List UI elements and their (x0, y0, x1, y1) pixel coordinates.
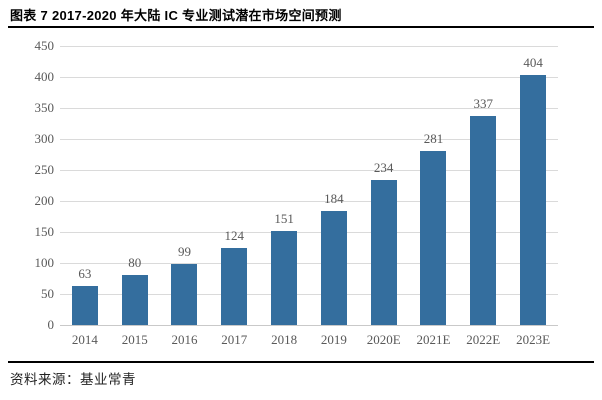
x-axis-tick-label: 2019 (320, 332, 347, 347)
bar (271, 231, 298, 325)
gridline (60, 231, 558, 233)
gridline (60, 76, 558, 78)
y-axis-tick-label: 150 (34, 224, 55, 239)
footer-divider (8, 361, 594, 363)
bar (221, 248, 248, 325)
bar-column: 234 (359, 46, 409, 325)
bar-value-label: 63 (78, 265, 92, 281)
bar-value-label: 124 (224, 228, 245, 244)
bar (470, 116, 497, 325)
gridline (60, 200, 558, 202)
gridline (60, 107, 558, 109)
bar-column: 404 (508, 46, 558, 325)
gridline (60, 169, 558, 171)
x-axis-tick-label: 2018 (271, 332, 298, 347)
bar-value-label: 404 (523, 54, 543, 70)
chart-plot-area: 63 80 99 124 151 184 234 281 337 404 (60, 45, 558, 326)
gridline (60, 138, 558, 140)
gridline (60, 293, 558, 295)
y-axis-tick-label: 0 (47, 317, 55, 332)
title-underline (8, 26, 594, 28)
bar-chart: 63 80 99 124 151 184 234 281 337 404 2014 2015 2016… (0, 30, 602, 352)
bar-column: 337 (458, 46, 508, 325)
bar-column: 124 (209, 46, 259, 325)
y-axis-tick-label: 300 (34, 131, 55, 146)
bar (71, 285, 98, 325)
y-axis-tick-label: 350 (34, 100, 55, 115)
x-axis-tick-label: 2014 (71, 332, 98, 347)
x-axis-tick-label: 2017 (221, 332, 248, 347)
bar-column: 281 (409, 46, 459, 325)
bar-column: 184 (309, 46, 359, 325)
x-axis-tick-label: 2015 (121, 332, 148, 347)
bar (370, 179, 397, 325)
y-axis-tick-label: 250 (34, 162, 55, 177)
bar-value-label: 281 (423, 130, 444, 146)
x-axis-tick-label: 2016 (171, 332, 198, 347)
bar-value-label: 80 (128, 255, 142, 271)
bar-value-label: 151 (274, 211, 294, 227)
y-axis-tick-label: 200 (34, 193, 55, 208)
bar (320, 210, 347, 325)
bar-value-label: 337 (473, 96, 494, 112)
x-axis-labels: 2014 2015 2016 2017 2018 2019 2020E 2021E 2022E 2… (60, 332, 558, 348)
y-axis-tick-label: 50 (41, 286, 54, 301)
x-axis-tick-label: 2023E (516, 332, 551, 347)
y-axis-tick-label: 450 (34, 38, 55, 53)
x-axis-tick-label: 2021E (416, 332, 451, 347)
bar-value-label: 234 (373, 159, 394, 175)
bar (520, 74, 547, 325)
bar-value-label: 99 (177, 243, 191, 259)
bar-column: 99 (160, 46, 210, 325)
bar (171, 263, 198, 325)
bar-column: 151 (259, 46, 309, 325)
x-axis-tick-label: 2020E (366, 332, 401, 347)
y-axis-tick-label: 100 (34, 255, 55, 270)
bar-column: 80 (110, 46, 160, 325)
bars-group: 63 80 99 124 151 184 234 281 337 404 (60, 46, 558, 325)
bar (121, 275, 148, 325)
bar-column: 63 (60, 46, 110, 325)
figure-title: 图表 7 2017-2020 年大陆 IC 专业测试潜在市场空间预测 (10, 8, 342, 23)
bar (420, 150, 447, 325)
source-note: 资料来源：基业常青 (10, 372, 136, 387)
y-axis-tick-label: 400 (34, 69, 55, 84)
gridline (60, 45, 558, 47)
x-axis-line (60, 325, 558, 326)
bar-value-label: 184 (324, 190, 344, 206)
gridline (60, 262, 558, 264)
x-axis-tick-label: 2022E (466, 332, 501, 347)
